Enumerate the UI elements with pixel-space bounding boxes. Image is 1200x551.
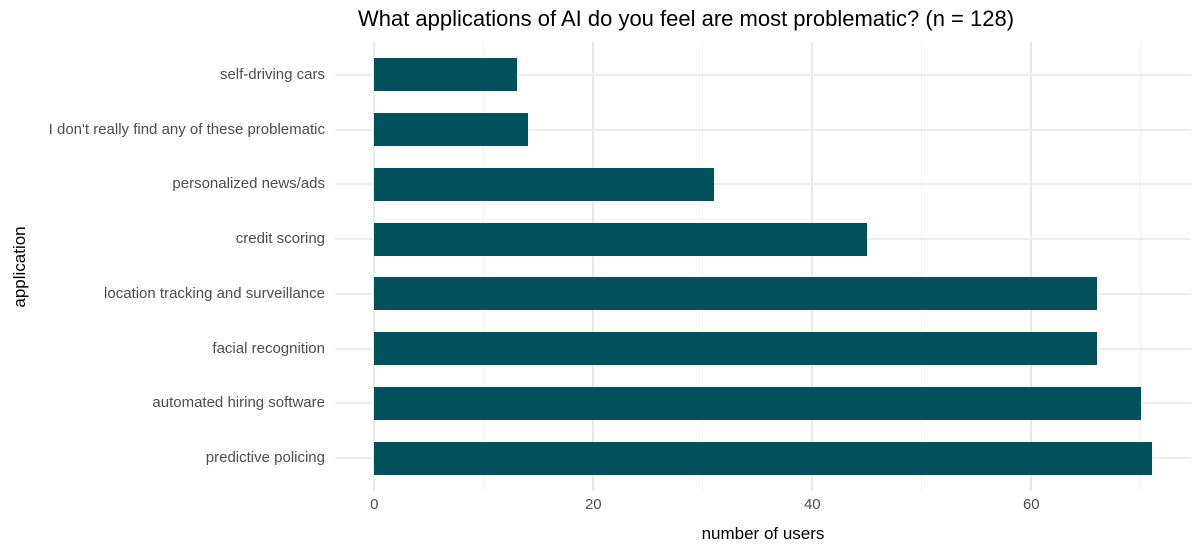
bar [374, 441, 1152, 475]
bar [374, 58, 517, 92]
x-tick-label: 0 [370, 496, 379, 513]
gridline-x-major [1030, 42, 1033, 491]
plot-panel [335, 42, 1191, 491]
gridline-y-major [335, 128, 1191, 131]
gridline-x-minor [1140, 42, 1142, 491]
x-tick-label: 20 [584, 496, 602, 513]
y-tick-label: personalized news/ads [172, 175, 325, 193]
gridline-y-major [335, 183, 1191, 186]
x-tick-label: 60 [1022, 496, 1040, 513]
gridline-x-minor [921, 42, 923, 491]
bar [374, 113, 528, 147]
gridline-x-major [373, 42, 376, 491]
y-tick-label: I don't really find any of these problem… [48, 120, 325, 138]
bar [374, 222, 868, 256]
gridline-x-major [811, 42, 814, 491]
bar [374, 277, 1097, 311]
gridline-x-major [592, 42, 595, 491]
gridline-y-major [335, 73, 1191, 76]
bar [374, 332, 1097, 366]
bar [374, 386, 1141, 420]
y-tick-label: automated hiring software [152, 394, 325, 412]
x-tick-label: 40 [803, 496, 821, 513]
y-tick-label: self-driving cars [219, 65, 325, 83]
x-axis-title: number of users [701, 524, 825, 543]
gridline-x-minor [702, 42, 704, 491]
gridline-x-minor [483, 42, 485, 491]
chart-title: What applications of AI do you feel are … [357, 6, 1015, 31]
y-tick-label: location tracking and surveillance [104, 284, 325, 302]
y-tick-label: predictive policing [205, 449, 325, 467]
y-tick-label: facial recognition [212, 339, 325, 357]
bar [374, 167, 714, 201]
y-tick-label: credit scoring [235, 230, 325, 248]
